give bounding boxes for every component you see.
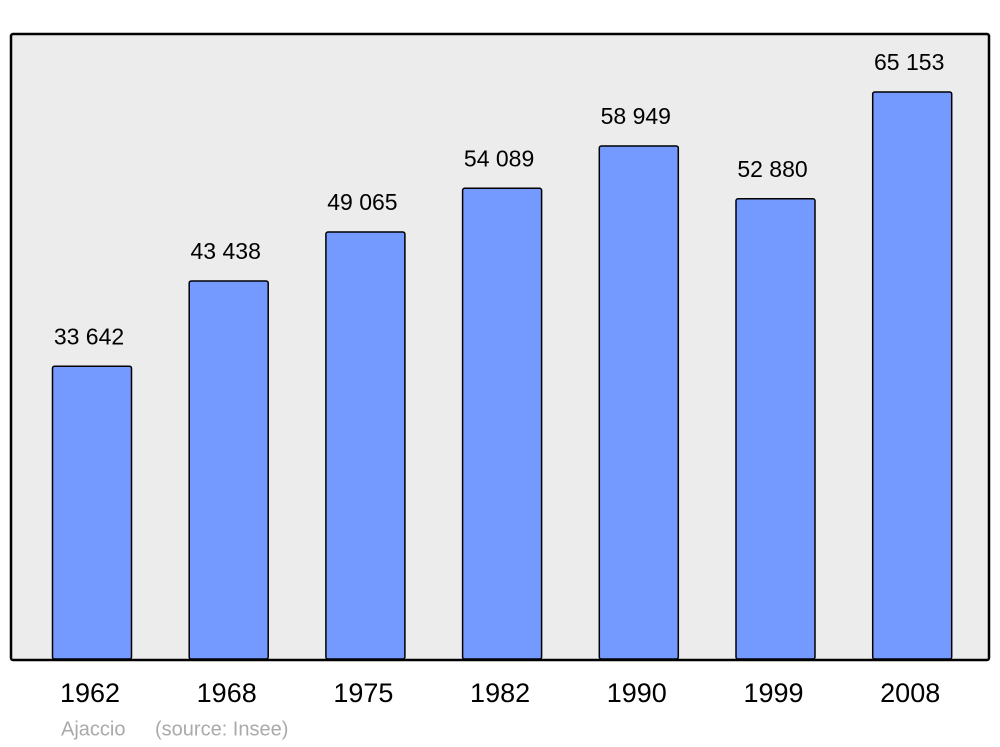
x-tick-label: 1975 — [333, 678, 393, 708]
x-tick-label: 1968 — [197, 678, 257, 708]
bar — [735, 198, 816, 660]
x-tick-label: 1990 — [607, 678, 667, 708]
value-label: 52 880 — [737, 156, 807, 182]
x-tick-label: 2008 — [880, 678, 940, 708]
place-label: Ajaccio — [61, 718, 125, 740]
source-label: (source: Insee) — [155, 718, 288, 740]
value-label: 58 949 — [601, 103, 671, 129]
x-tick-label: 1982 — [470, 678, 530, 708]
value-label: 54 089 — [464, 145, 534, 171]
value-label: 43 438 — [191, 238, 261, 264]
bar — [325, 231, 406, 660]
bar — [871, 91, 953, 660]
x-tick-label: 1999 — [743, 678, 803, 708]
bar — [188, 280, 269, 660]
value-label: 65 153 — [874, 49, 944, 75]
value-label: 33 642 — [54, 323, 124, 349]
x-tick-label: 1962 — [60, 678, 120, 708]
bar — [51, 365, 133, 660]
bar — [461, 187, 543, 660]
value-label: 49 065 — [327, 189, 397, 215]
bar — [598, 145, 680, 660]
